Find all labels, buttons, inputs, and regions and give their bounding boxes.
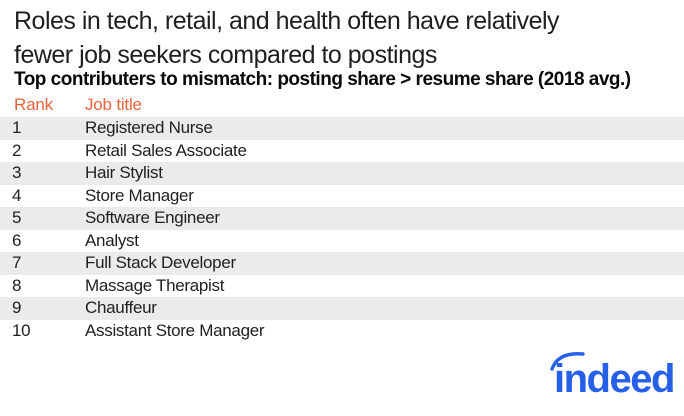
table-row: 3 Hair Stylist <box>0 162 684 185</box>
table-row: 1 Registered Nurse <box>0 117 684 140</box>
table-row: 6 Analyst <box>0 230 684 253</box>
column-header-rank: Rank <box>14 95 53 114</box>
rank-cell: 5 <box>12 208 22 228</box>
rank-cell: 10 <box>12 320 31 340</box>
page-subtitle: Top contributers to mismatch: posting sh… <box>14 69 631 90</box>
job-title-cell: Assistant Store Manager <box>85 320 265 340</box>
job-title-cell: Hair Stylist <box>85 163 163 183</box>
rank-cell: 8 <box>12 275 22 295</box>
indeed-logo-graphic: indeed <box>550 352 675 401</box>
page-title: Roles in tech, retail, and health often … <box>14 4 560 72</box>
table-row: 9 Chauffeur <box>0 297 684 320</box>
job-title-cell: Massage Therapist <box>85 275 225 295</box>
rank-cell: 6 <box>12 230 22 250</box>
rank-cell: 2 <box>12 140 22 160</box>
rank-cell: 3 <box>12 163 22 183</box>
table-column-headers: Rank Job title <box>0 95 684 117</box>
job-title-cell: Retail Sales Associate <box>85 140 247 160</box>
job-title-cell: Analyst <box>85 230 139 250</box>
indeed-swoosh-icon <box>550 352 585 371</box>
table-row: 8 Massage Therapist <box>0 275 684 298</box>
table-row: 2 Retail Sales Associate <box>0 140 684 163</box>
table-row: 5 Software Engineer <box>0 207 684 230</box>
job-title-cell: Registered Nurse <box>85 118 213 138</box>
job-title-cell: Software Engineer <box>85 208 220 228</box>
job-title-cell: Full Stack Developer <box>85 253 236 273</box>
indeed-logo: indeed <box>546 348 678 404</box>
rank-cell: 1 <box>12 118 22 138</box>
table-row: 7 Full Stack Developer <box>0 252 684 275</box>
job-title-cell: Store Manager <box>85 185 194 205</box>
page-title-line1: Roles in tech, retail, and health often … <box>14 7 560 35</box>
page-title-line2: fewer job seekers compared to postings <box>14 41 437 69</box>
job-title-cell: Chauffeur <box>85 298 157 318</box>
table-body: 1 Registered Nurse 2 Retail Sales Associ… <box>0 117 684 342</box>
rank-cell: 4 <box>12 185 22 205</box>
table-row: 10 Assistant Store Manager <box>0 320 684 343</box>
rank-cell: 7 <box>12 253 22 273</box>
table-row: 4 Store Manager <box>0 185 684 208</box>
rank-cell: 9 <box>12 298 22 318</box>
indeed-logo-text: indeed <box>554 357 674 401</box>
column-header-job-title: Job title <box>85 95 142 114</box>
